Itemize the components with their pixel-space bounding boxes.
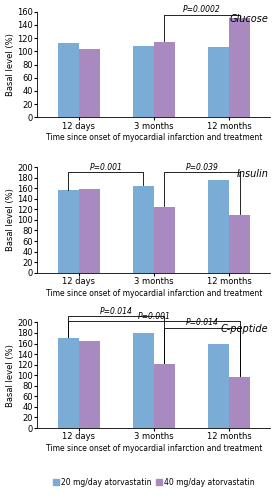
Bar (229, 18, 250, 117)
Legend: 20 mg/day atorvastatin, 40 mg/day atorvastatin: 20 mg/day atorvastatin, 40 mg/day atorva… (50, 474, 258, 490)
Bar (208, 344, 229, 428)
Text: P=0.014: P=0.014 (100, 306, 133, 316)
Bar (79, 50, 100, 117)
Text: P=0.001: P=0.001 (89, 163, 122, 172)
Bar (154, 364, 175, 428)
Bar (133, 46, 154, 118)
Bar (58, 43, 79, 118)
Bar (79, 188, 100, 272)
Bar (58, 338, 79, 428)
Bar (154, 206, 175, 272)
Bar (133, 186, 154, 272)
Text: C-peptide: C-peptide (221, 324, 268, 334)
X-axis label: Time since onset of myocardial infarction and treatment: Time since onset of myocardial infarctio… (46, 288, 262, 298)
Bar (79, 341, 100, 428)
X-axis label: Time since onset of myocardial infarction and treatment: Time since onset of myocardial infarctio… (46, 134, 262, 142)
Text: P=0.0002: P=0.0002 (183, 6, 221, 15)
Y-axis label: Basal level (%): Basal level (%) (6, 344, 15, 406)
Y-axis label: Basal level (%): Basal level (%) (6, 188, 15, 252)
Bar (229, 377, 250, 428)
Text: Insulin: Insulin (236, 169, 268, 179)
X-axis label: Time since onset of myocardial infarction and treatment: Time since onset of myocardial infarctio… (46, 444, 262, 453)
Bar (58, 190, 79, 272)
Bar (208, 48, 229, 117)
Bar (208, 180, 229, 272)
Bar (154, 42, 175, 117)
Text: P=0.039: P=0.039 (185, 163, 219, 172)
Text: P=0.001: P=0.001 (137, 312, 170, 321)
Bar (229, 214, 250, 272)
Y-axis label: Basal level (%): Basal level (%) (6, 33, 15, 96)
Text: Glucose: Glucose (229, 14, 268, 24)
Bar (133, 333, 154, 428)
Text: P=0.014: P=0.014 (185, 318, 219, 327)
